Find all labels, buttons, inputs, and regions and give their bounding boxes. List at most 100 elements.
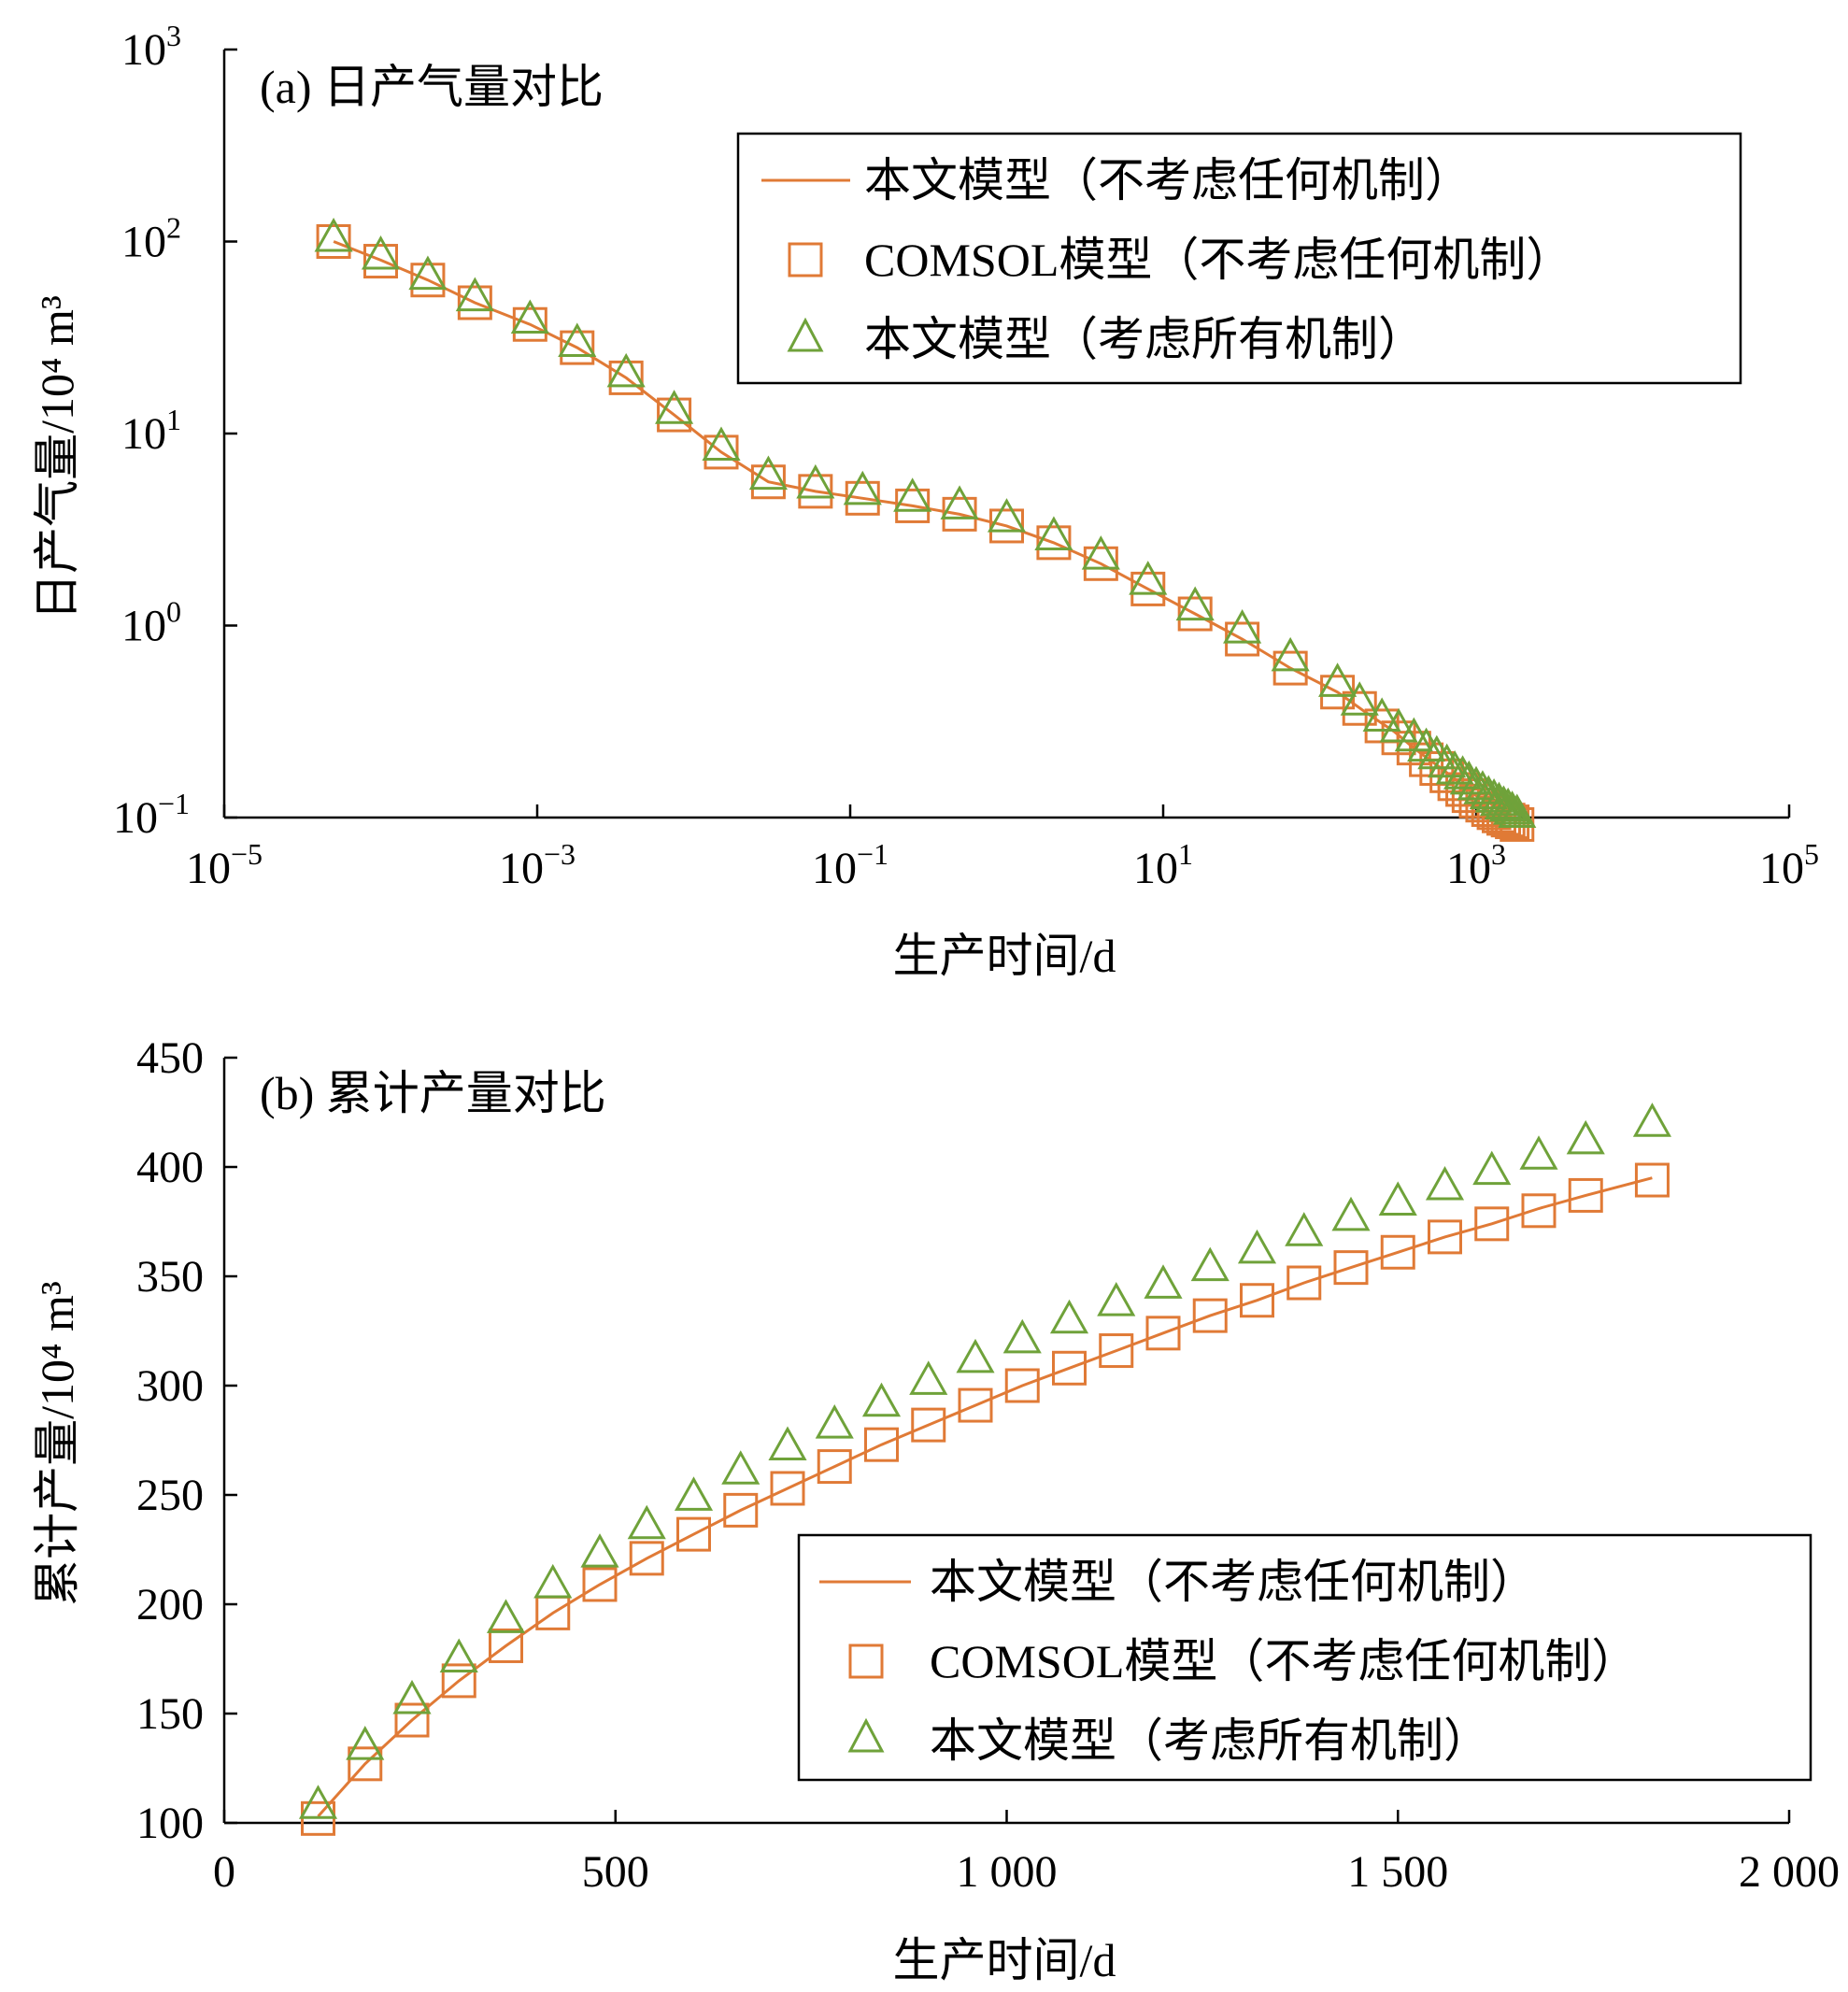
comsol-square-point: [723, 1492, 759, 1528]
legend-label-model-all-mech: 本文模型（考虑所有机制）: [864, 313, 1425, 365]
all-mech-triangle-point: [346, 1726, 385, 1760]
all-mech-triangle-point: [1632, 1103, 1672, 1137]
all-mech-triangle-point: [1340, 681, 1379, 716]
comsol-square-point: [1083, 546, 1118, 581]
comsol-square-point: [657, 397, 692, 433]
all-mech-triangle-point: [1417, 734, 1457, 770]
y-tick-label: 250: [136, 1471, 204, 1520]
legend-triangle-swatch: [787, 317, 824, 352]
all-mech-triangle-point: [510, 299, 549, 334]
all-mech-triangle-point: [1519, 1135, 1558, 1170]
comsol-square-point: [1342, 690, 1377, 726]
all-mech-triangle-point: [796, 463, 835, 499]
y-tick-label: 350: [136, 1252, 204, 1302]
all-mech-triangle-point: [1498, 793, 1537, 828]
all-mech-triangle-point: [1002, 1318, 1042, 1354]
all-mech-triangle-point: [1379, 707, 1418, 743]
all-mech-triangle-point: [455, 277, 494, 312]
comsol-square-point: [1036, 525, 1072, 561]
all-mech-triangle-point: [1175, 586, 1215, 621]
y-tick-label: 10−1: [113, 787, 190, 843]
comsol-square-point: [316, 224, 351, 259]
comsol-square-point: [1145, 1316, 1181, 1351]
x-tick-label: 10−3: [499, 837, 576, 893]
all-mech-triangle-point: [1493, 790, 1532, 825]
all-mech-triangle-point: [1472, 1150, 1512, 1186]
legend-square-swatch: [788, 242, 823, 277]
comsol-square-point: [1476, 795, 1512, 831]
all-mech-triangle-point: [1049, 1299, 1089, 1334]
legend-triangle-swatch: [847, 1717, 885, 1753]
all-mech-triangle-point: [1129, 561, 1168, 595]
all-mech-triangle-point: [702, 426, 741, 462]
comsol-square-point: [770, 1471, 805, 1506]
all-mech-triangle-point: [408, 255, 448, 291]
all-mech-triangle-point: [361, 235, 401, 270]
comsol-square-point: [608, 360, 644, 395]
all-mech-triangle-point: [909, 1360, 948, 1395]
comsol-square-point: [750, 464, 786, 500]
all-mech-triangle-point: [748, 455, 788, 491]
panel-a-series: [314, 217, 1537, 842]
all-mech-triangle-point: [815, 1404, 854, 1439]
comsol-square-point: [1192, 1298, 1228, 1333]
comsol-square-point: [1474, 1206, 1510, 1242]
x-tick-label: 10−5: [186, 837, 263, 893]
all-mech-triangle-point: [893, 477, 932, 512]
y-tick-label: 150: [136, 1689, 204, 1739]
all-mech-triangle-point: [314, 217, 353, 252]
comsol-square-point: [911, 1407, 946, 1443]
x-tick-label: 10−1: [812, 837, 888, 893]
comsol-square-point: [363, 244, 398, 279]
all-mech-triangle-point: [1566, 1119, 1605, 1155]
all-mech-triangle-point: [1428, 743, 1467, 778]
comsol-square-point: [629, 1541, 664, 1576]
all-mech-triangle-point: [1285, 1212, 1324, 1246]
all-mech-triangle-point: [987, 498, 1027, 533]
panel-b-x-axis-title: 生产时间/d: [893, 1934, 1116, 1986]
panel-a-daily-gas-rate: (a) 日产气量对比 10−5 10−3 10−1 101 103 10510−11001…: [31, 19, 1819, 982]
y-tick-label: 103: [121, 19, 181, 75]
panel-a-x-axis-title: 生产时间/d: [893, 930, 1116, 982]
x-tick-label: 1 000: [957, 1847, 1058, 1897]
x-tick-label: 500: [582, 1847, 649, 1897]
legend-label-model-no-mech: 本文模型（不考虑任何机制）: [930, 1556, 1537, 1608]
legend-label-model-all-mech: 本文模型（考虑所有机制）: [930, 1715, 1490, 1767]
x-tick-label: 1 500: [1347, 1847, 1448, 1897]
comsol-square-point: [1099, 1333, 1134, 1369]
all-mech-triangle-point: [721, 1450, 761, 1485]
all-mech-triangle-point: [956, 1338, 995, 1373]
all-mech-triangle-point: [1474, 778, 1514, 813]
all-mech-triangle-point: [940, 485, 979, 519]
panel-a-legend: 本文模型（不考虑任何机制） COMSOL模型（不考虑任何机制） 本文模型（考虑所…: [736, 132, 1742, 385]
panel-b-legend-box: [797, 1533, 1812, 1782]
all-mech-triangle-point: [627, 1504, 666, 1540]
all-mech-triangle-point: [298, 1785, 338, 1819]
y-tick-label: 101: [121, 403, 181, 459]
comsol-square-point: [1286, 1265, 1322, 1301]
all-mech-triangle-point: [1469, 775, 1508, 810]
all-mech-triangle-point: [392, 1679, 432, 1715]
x-tick-label: 2 000: [1739, 1847, 1840, 1897]
x-tick-label: 0: [213, 1847, 235, 1897]
panel-b-ticks: 0 500 1 000 1 500 2 000 100 150 200 250 300 350 400…: [136, 1033, 1840, 1897]
x-tick-label: 101: [1133, 837, 1193, 893]
comsol-square-point: [864, 1427, 899, 1462]
all-mech-triangle-point: [1034, 516, 1073, 550]
y-tick-label: 300: [136, 1361, 204, 1411]
comsol-square-point: [1333, 1250, 1369, 1286]
comsol-square-point: [798, 474, 833, 509]
all-mech-triangle-point: [533, 1563, 573, 1599]
comsol-square-point: [1177, 596, 1213, 632]
all-mech-triangle-point: [674, 1476, 714, 1511]
all-mech-triangle-point: [1190, 1246, 1230, 1282]
legend-label-model-no-mech: 本文模型（不考虑任何机制）: [864, 154, 1471, 206]
comsol-square-point: [512, 306, 547, 342]
all-mech-triangle-point: [1144, 1264, 1183, 1299]
comsol-square-point: [1240, 1283, 1274, 1318]
comsol-square-point: [845, 480, 880, 516]
all-mech-triangle-point: [1237, 1229, 1277, 1264]
comsol-square-point: [441, 1663, 476, 1699]
comsol-square-point: [457, 285, 492, 320]
